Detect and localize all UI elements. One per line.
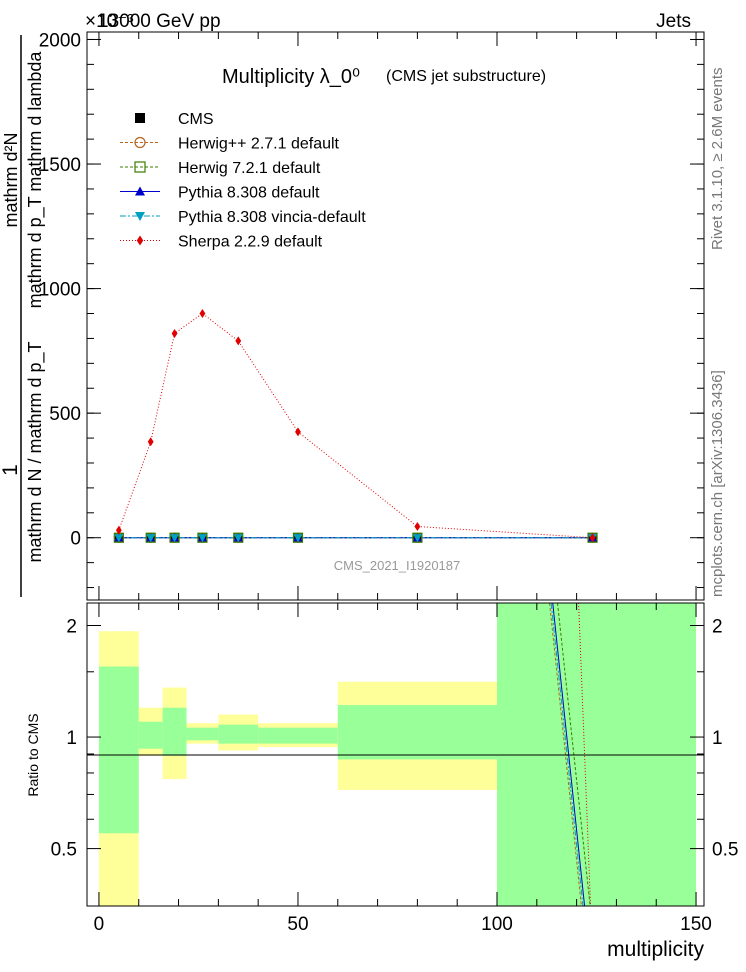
data-point (295, 427, 301, 437)
x-tick-label: 50 (287, 914, 308, 935)
legend-label: Pythia 8.308 default (178, 185, 320, 202)
x-tick-label: 0 (94, 914, 105, 935)
x-tick-label: 150 (680, 914, 712, 935)
uncertainty-band-green (138, 721, 163, 749)
y-label-d2n: mathrm d²N (1, 132, 21, 227)
category-label: Jets (656, 11, 691, 32)
mcplots-label: mcplots.cern.ch [arXiv:1306.3436] (709, 370, 726, 597)
legend-marker (134, 136, 146, 149)
uncertainty-band-green (162, 707, 187, 756)
data-point (589, 533, 596, 543)
data-point (414, 522, 421, 532)
x-axis-label: multiplicity (607, 938, 704, 961)
ratio-y-tick-label: 1 (712, 728, 723, 749)
data-point (114, 534, 124, 543)
y-label-dpt-dlambda: mathrm d p_T mathrm d lambda (25, 51, 46, 309)
main-y-tick-label: 0 (70, 529, 81, 550)
exponent-label: ×10⁻³ (85, 11, 134, 32)
legend-marker (134, 161, 146, 173)
x-ticks: 0 50 100 150 (94, 32, 712, 935)
data-point (170, 534, 180, 543)
data-point (233, 534, 243, 543)
main-title: Multiplicity λ_0⁰ (222, 66, 360, 88)
legend-label: CMS (178, 111, 214, 128)
x-tick-label: 100 (481, 914, 513, 935)
main-y-tick-label: 1500 (39, 155, 81, 176)
main-plot: 0 500 1000 1500 2000 Multiplicity λ_0⁰ (CMS … (39, 30, 705, 601)
watermark: CMS_2021_I1920187 (334, 558, 461, 573)
legend-marker (135, 212, 145, 221)
data-point (147, 437, 154, 447)
series-line (118, 312, 593, 539)
legend-marker (136, 235, 144, 246)
main-y-label: 1 mathrm d N / mathrm d p_T mathrm d²N m… (0, 35, 46, 597)
ratio-y-tick-label: 0.5 (712, 840, 738, 861)
y-label-denominator: mathrm d N / mathrm d p_T (25, 341, 46, 562)
main-frame (86, 31, 705, 601)
data-point (146, 534, 156, 543)
data-point (197, 534, 207, 543)
energy-label: 13000 GeV pp (98, 11, 221, 32)
uncertainty-band-green (337, 705, 498, 760)
data-point (412, 534, 422, 543)
data-point (171, 328, 178, 338)
legend-label: Herwig++ 2.7.1 default (178, 136, 340, 153)
legend-marker (135, 113, 145, 123)
ratio-series-line (578, 602, 592, 907)
ratio-y-tick-label: 0.5 (51, 840, 77, 861)
main-y-tick-label: 1000 (39, 280, 81, 301)
uncertainty-band-green (258, 727, 338, 744)
ratio-plot: 0.5 0.5 1 1 2 2 (51, 602, 739, 907)
main-y-tick-label: 2000 (39, 30, 81, 51)
legend-label: Pythia 8.308 vincia-default (178, 209, 366, 226)
data-point (199, 309, 206, 319)
legend: CMS Herwig++ 2.7.1 default Herwig 7.2.1 de… (120, 111, 366, 251)
main-y-tick-label: 500 (49, 404, 81, 425)
legend-label: Sherpa 2.2.9 default (178, 234, 323, 251)
ratio-y-tick-label: 2 (66, 616, 77, 637)
data-point (115, 525, 122, 535)
ratio-y-tick-label: 1 (66, 728, 77, 749)
data-point (235, 336, 242, 346)
main-marks (113, 309, 598, 543)
data-point (293, 534, 303, 543)
uncertainty-band-green (218, 724, 259, 744)
main-subtitle: (CMS jet substructure) (386, 68, 546, 85)
y-label-numerator: 1 (0, 464, 22, 476)
legend-label: Herwig 7.2.1 default (178, 160, 321, 177)
legend-marker (135, 186, 145, 196)
ratio-y-label: Ratio to CMS (25, 713, 41, 796)
main-y-ticks: 0 500 1000 1500 2000 (39, 30, 704, 589)
uncertainty-band-green (186, 727, 219, 741)
uncertainty-band-green (98, 666, 139, 834)
rivet-label: Rivet 3.1.10, ≥ 2.6M events (709, 68, 726, 251)
ratio-y-tick-label: 2 (712, 616, 723, 637)
ratio-ticks: 0.5 0.5 1 1 2 2 (51, 616, 739, 860)
